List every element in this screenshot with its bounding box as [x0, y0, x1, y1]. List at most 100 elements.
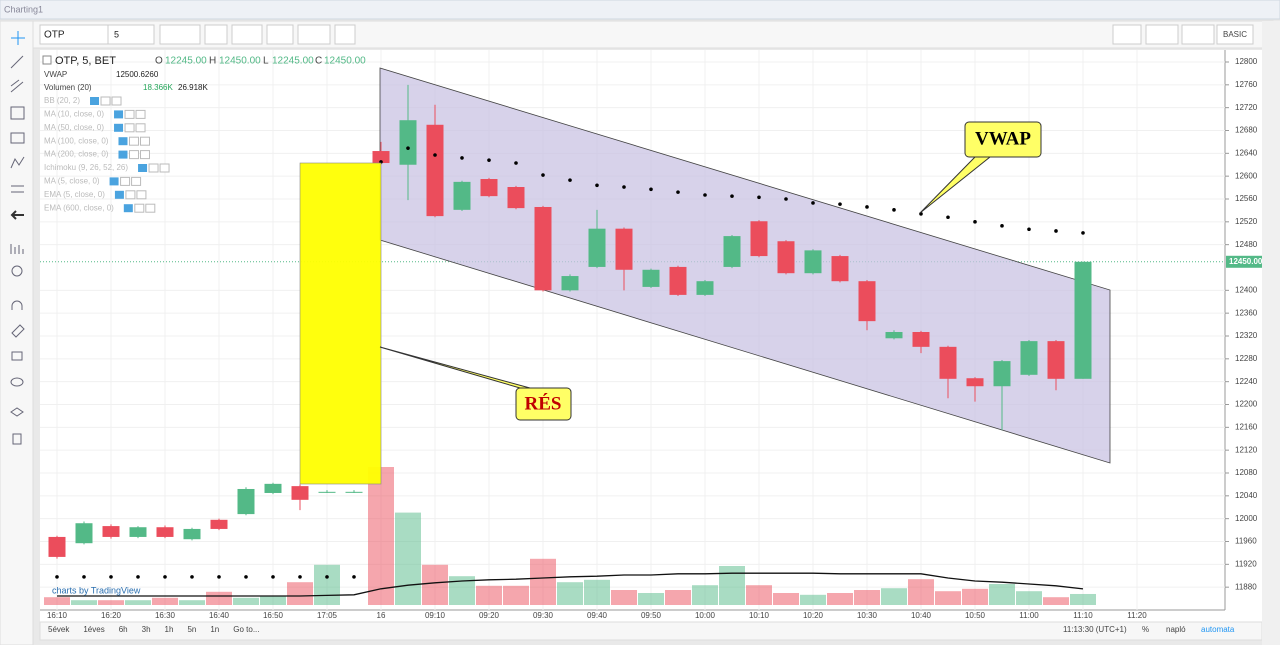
indicator-eye[interactable] [90, 97, 100, 105]
auto-toggle[interactable]: automata [1201, 625, 1235, 634]
vwap-dot [433, 153, 437, 157]
range-button[interactable]: 6h [119, 625, 128, 634]
volume-bar [476, 585, 502, 605]
indicator-eye[interactable] [109, 177, 119, 186]
delete-tool[interactable] [12, 433, 22, 445]
trend-tool[interactable] [10, 55, 24, 69]
indicator-name: EMA (600, close, 0) [44, 203, 114, 212]
indicator-remove[interactable] [145, 203, 156, 213]
candle-body [696, 281, 714, 295]
indicator-settings[interactable] [128, 136, 139, 146]
indicator-remove[interactable] [139, 150, 150, 160]
indicator-remove[interactable] [135, 109, 146, 119]
layers-tool[interactable] [10, 407, 24, 417]
volume-bar [98, 600, 124, 605]
x-tick-label: 16 [377, 611, 386, 620]
candle-body [480, 179, 498, 197]
text-tool[interactable] [10, 132, 25, 144]
volume-bar [179, 600, 205, 605]
vwap-dot [838, 202, 842, 206]
indicator-remove[interactable] [136, 190, 147, 200]
candle-body [237, 488, 255, 515]
vwap-dot [1027, 227, 1031, 232]
vwap-dot [163, 575, 167, 579]
indicator-eye[interactable] [118, 137, 128, 146]
magnet-tool[interactable] [11, 300, 23, 310]
log-toggle[interactable]: napló [1166, 625, 1186, 634]
candle-body [804, 250, 822, 274]
measure-tool[interactable] [10, 244, 24, 254]
indicator-settings[interactable] [120, 176, 131, 186]
x-tick-label: 16:30 [155, 611, 176, 620]
settings-btn[interactable] [204, 24, 228, 45]
pattern-tool[interactable] [10, 156, 25, 169]
collapse-btn[interactable] [42, 55, 52, 65]
indicator-eye[interactable] [114, 190, 124, 199]
x-tick-label: 16:10 [47, 611, 68, 620]
chart-style-btn[interactable] [159, 24, 201, 45]
candle-body [453, 181, 471, 210]
indicator-settings[interactable] [100, 96, 111, 106]
volume-bar [206, 591, 232, 605]
vwap-dot [703, 193, 707, 197]
indicator-eye[interactable] [114, 110, 124, 119]
indicator-remove[interactable] [135, 123, 146, 133]
indicator-eye[interactable] [123, 204, 133, 213]
volume-bar [989, 584, 1015, 605]
snapshot-btn[interactable] [1112, 24, 1142, 45]
vwap-dot [514, 161, 518, 165]
zoom-tool[interactable] [11, 265, 23, 277]
indicator-eye[interactable] [138, 164, 148, 172]
compare-btn[interactable] [266, 24, 294, 45]
hide-tool[interactable] [10, 377, 24, 387]
volume-bar [908, 579, 934, 605]
candle-body [723, 236, 741, 267]
fullscreen-btn[interactable] [334, 24, 356, 45]
indicator-settings[interactable] [125, 190, 136, 200]
o-label: O [155, 56, 163, 67]
y-tick-label: 12120 [1235, 445, 1258, 454]
indicator-settings[interactable] [148, 163, 159, 173]
indicator-remove[interactable] [111, 96, 122, 106]
back-tool[interactable] [10, 210, 24, 220]
range-button[interactable]: 5n [187, 625, 196, 634]
indicator-settings[interactable] [134, 203, 145, 213]
vwap-dot [865, 205, 869, 209]
h-value: 12450.00 [219, 56, 261, 67]
range-button[interactable]: 5évek [48, 625, 70, 634]
indicator-eye[interactable] [118, 150, 128, 159]
load-btn[interactable] [1145, 24, 1179, 45]
crosshair-tool[interactable] [11, 31, 25, 45]
range-button[interactable]: 3h [142, 625, 151, 634]
indicator-remove[interactable] [159, 163, 170, 173]
range-button[interactable]: 1n [210, 625, 219, 634]
lock-tool[interactable] [11, 351, 23, 361]
indicator-remove[interactable] [139, 136, 150, 146]
indicators-btn[interactable] [231, 24, 263, 45]
drawing-tools [10, 31, 25, 445]
prediction-tool[interactable] [11, 185, 24, 193]
indicator-settings[interactable] [124, 123, 135, 133]
vwap-dot [649, 187, 653, 192]
plan-btn[interactable] [1216, 24, 1254, 45]
candle-body [291, 486, 309, 500]
candle-body [183, 528, 201, 540]
range-button[interactable]: 1éves [83, 625, 104, 634]
indicator-settings[interactable] [128, 150, 139, 160]
x-tick-label: 09:10 [425, 611, 446, 620]
y-tick-label: 11960 [1235, 537, 1257, 546]
vwap-dot [1054, 229, 1058, 233]
indicator-remove[interactable] [131, 176, 142, 186]
interval-select[interactable] [107, 24, 155, 45]
indicator-settings[interactable] [124, 109, 135, 119]
indicator-eye[interactable] [114, 123, 124, 132]
goto-button[interactable]: Go to... [233, 625, 259, 634]
stay-drawing-tool[interactable] [11, 324, 25, 338]
undo-redo-btn[interactable] [297, 24, 331, 45]
save-btn[interactable] [1181, 24, 1215, 45]
shape-tool[interactable] [10, 106, 25, 120]
percent-toggle[interactable]: % [1142, 625, 1149, 634]
candle-body [642, 269, 660, 287]
fib-tool[interactable] [10, 79, 24, 93]
range-button[interactable]: 1h [165, 625, 174, 634]
